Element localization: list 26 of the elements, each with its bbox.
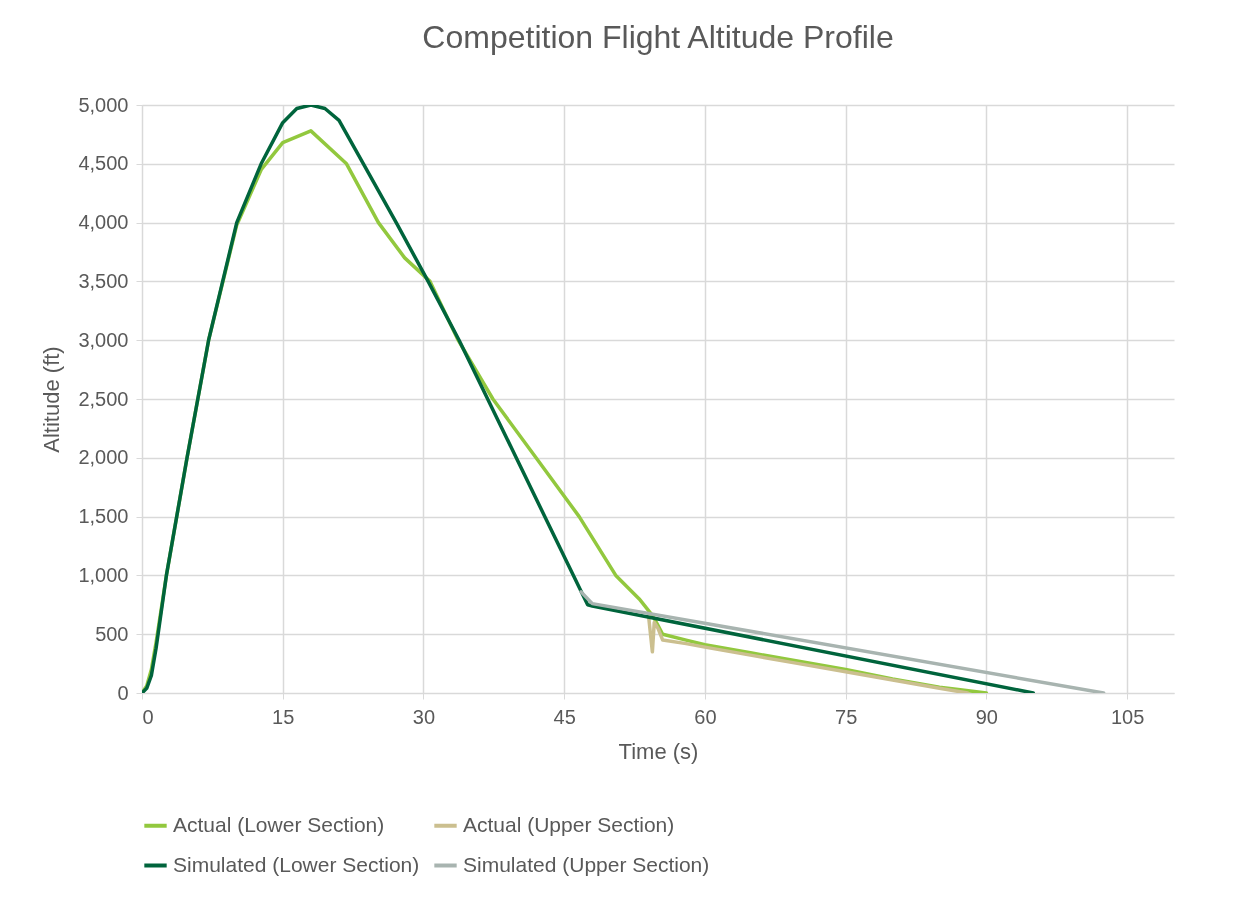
- x-tick-label: 15: [272, 705, 295, 728]
- legend-label: Simulated (Upper Section): [463, 852, 710, 876]
- y-tick-label: 4,500: [78, 152, 129, 175]
- legend-label: Actual (Upper Section): [463, 812, 675, 836]
- y-tick-label: 5,000: [78, 93, 129, 116]
- x-tick-label: 0: [142, 705, 154, 728]
- y-tick-label: 2,000: [78, 446, 129, 469]
- x-axis-title: Time (s): [618, 738, 699, 764]
- chart-title: Competition Flight Altitude Profile: [422, 19, 894, 55]
- legend-label: Simulated (Lower Section): [173, 852, 420, 876]
- x-tick-label: 105: [1110, 705, 1145, 728]
- x-tick-label: 30: [412, 705, 436, 728]
- x-tick-label: 45: [553, 705, 576, 728]
- y-tick-label: 0: [117, 681, 129, 704]
- y-axis-title: Altitude (ft): [39, 346, 65, 453]
- y-tick-label: 500: [95, 622, 129, 645]
- y-tick-label: 4,000: [78, 211, 129, 234]
- legend-label: Actual (Lower Section): [173, 812, 385, 836]
- y-tick-label: 1,500: [78, 505, 129, 528]
- y-tick-label: 1,000: [78, 563, 129, 586]
- y-tick-label: 2,500: [78, 387, 129, 410]
- y-tick-label: 3,500: [78, 269, 129, 292]
- x-tick-label: 60: [694, 705, 717, 728]
- x-tick-label: 75: [835, 705, 858, 728]
- x-tick-label: 90: [975, 705, 998, 728]
- y-tick-label: 3,000: [78, 328, 129, 351]
